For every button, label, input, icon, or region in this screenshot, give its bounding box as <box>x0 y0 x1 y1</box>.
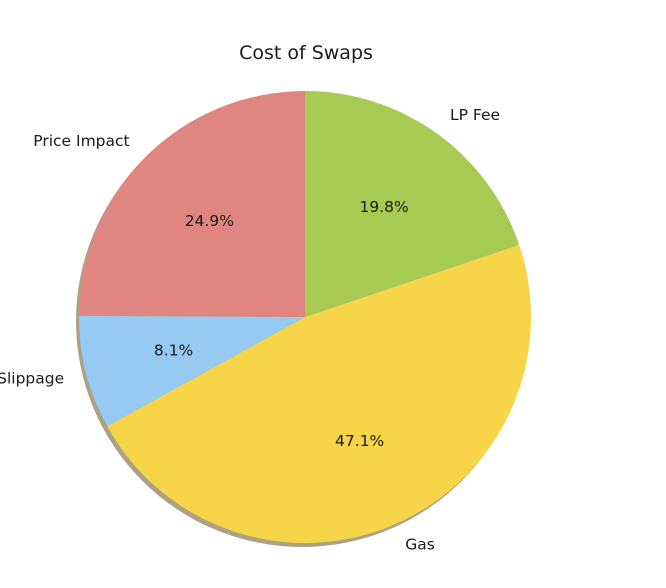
slice-percent-label: 8.1% <box>154 342 193 360</box>
chart-title: Cost of Swaps <box>239 42 373 64</box>
pie-slices <box>79 91 532 543</box>
pie-labels: Price Impact 24.9% Slippage 8.1% Gas 47.1% LP … <box>0 106 500 553</box>
slice-label: Price Impact <box>33 132 129 150</box>
pie-slice-gas <box>107 244 532 543</box>
slice-label: LP Fee <box>450 106 500 124</box>
pie-slice-slippage <box>79 315 305 427</box>
pie-slice-lp-fee <box>305 91 520 317</box>
pie-slice-price-impact <box>79 91 305 317</box>
slice-percent-label: 47.1% <box>335 432 384 450</box>
slice-label: Gas <box>405 535 435 553</box>
slice-label: Slippage <box>0 370 64 388</box>
slice-percent-label: 24.9% <box>185 212 234 230</box>
slice-percent-label: 19.8% <box>359 198 408 216</box>
